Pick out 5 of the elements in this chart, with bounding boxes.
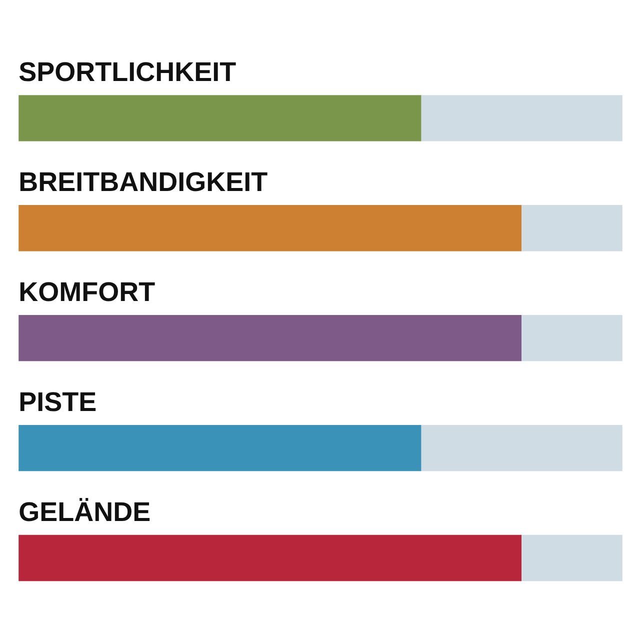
y-tick-label: BREITBANDIGKEIT	[18, 166, 268, 197]
y-tick-label: KOMFORT	[18, 276, 156, 307]
y-tick-label: SPORTLICHKEIT	[18, 56, 237, 87]
y-tick-label: PISTE	[18, 386, 97, 417]
y-tick-label: GELÄNDE	[18, 496, 151, 527]
